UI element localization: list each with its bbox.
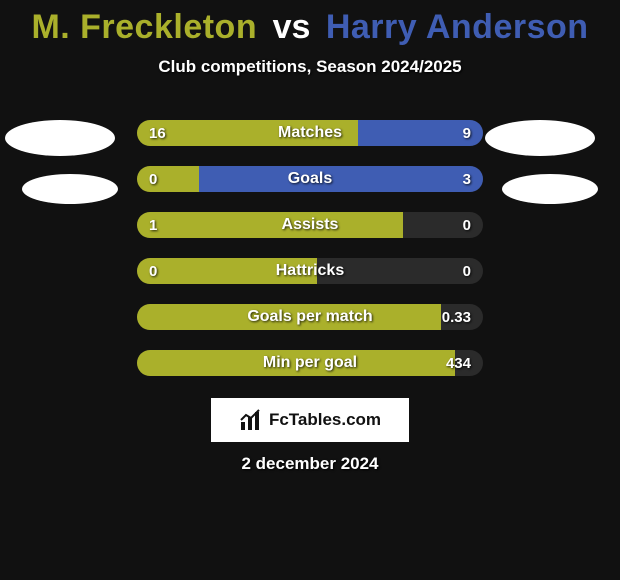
stat-row: 00Hattricks <box>137 258 483 284</box>
stat-label: Goals <box>137 166 483 192</box>
stat-row: 169Matches <box>137 120 483 146</box>
stat-row: 434Min per goal <box>137 350 483 376</box>
right-avatar <box>485 120 595 156</box>
comparison-stage: 169Matches 03Goals 10Assists 00Hattricks 0.3… <box>0 120 620 380</box>
stat-row: 03Goals <box>137 166 483 192</box>
bars-container: 169Matches 03Goals 10Assists 00Hattricks 0.3… <box>137 120 483 396</box>
stat-row: 10Assists <box>137 212 483 238</box>
title-vs: vs <box>273 8 311 46</box>
right-avatar <box>502 174 598 204</box>
chart-icon <box>239 408 263 432</box>
stat-label: Min per goal <box>137 350 483 376</box>
fctables-logo: FcTables.com <box>211 398 409 442</box>
stat-label: Hattricks <box>137 258 483 284</box>
stat-row: 0.33Goals per match <box>137 304 483 330</box>
page-title: M. Freckleton vs Harry Anderson <box>0 0 620 47</box>
player1-name: M. Freckleton <box>31 8 257 46</box>
date-label: 2 december 2024 <box>0 454 620 474</box>
stat-label: Assists <box>137 212 483 238</box>
logo-text: FcTables.com <box>269 410 381 430</box>
left-avatar <box>5 120 115 156</box>
left-avatar <box>22 174 118 204</box>
stat-label: Matches <box>137 120 483 146</box>
player2-name: Harry Anderson <box>326 8 589 46</box>
subtitle: Club competitions, Season 2024/2025 <box>0 57 620 77</box>
stat-label: Goals per match <box>137 304 483 330</box>
